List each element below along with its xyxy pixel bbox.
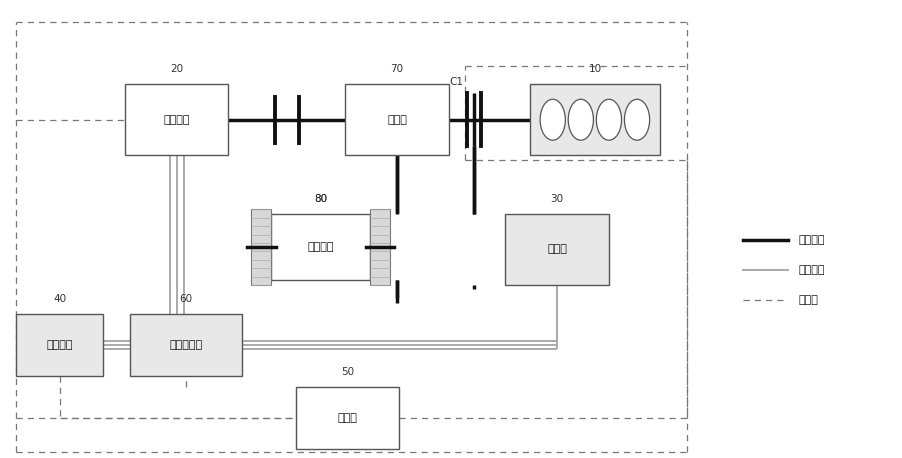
Text: 30: 30 bbox=[550, 194, 564, 204]
Ellipse shape bbox=[596, 99, 621, 140]
Text: 发电机: 发电机 bbox=[548, 245, 567, 255]
Bar bbox=[272, 214, 370, 280]
Text: 电气连接: 电气连接 bbox=[799, 265, 825, 275]
Text: 变速器: 变速器 bbox=[387, 115, 407, 125]
Text: 主减速器: 主减速器 bbox=[308, 242, 334, 252]
Bar bbox=[130, 314, 242, 376]
Text: 机械连接: 机械连接 bbox=[799, 235, 825, 245]
Text: 70: 70 bbox=[391, 65, 403, 75]
Text: 双电控模块: 双电控模块 bbox=[170, 340, 202, 350]
Bar bbox=[529, 84, 660, 155]
Bar bbox=[16, 314, 104, 376]
Text: 50: 50 bbox=[341, 367, 354, 377]
Text: 60: 60 bbox=[179, 294, 192, 304]
Ellipse shape bbox=[568, 99, 594, 140]
Text: 驱动电机: 驱动电机 bbox=[163, 115, 190, 125]
Bar bbox=[370, 209, 390, 285]
Bar bbox=[252, 209, 272, 285]
Text: C1: C1 bbox=[449, 76, 463, 87]
Text: 40: 40 bbox=[53, 294, 67, 304]
Text: 信号线: 信号线 bbox=[799, 294, 819, 305]
Text: 控制器: 控制器 bbox=[337, 413, 357, 423]
Ellipse shape bbox=[540, 99, 566, 140]
Text: 80: 80 bbox=[314, 194, 327, 204]
Bar bbox=[505, 214, 609, 285]
Text: 80: 80 bbox=[314, 194, 327, 204]
Text: 20: 20 bbox=[170, 65, 183, 75]
Bar bbox=[345, 84, 449, 155]
Ellipse shape bbox=[624, 99, 649, 140]
Bar bbox=[296, 387, 400, 449]
Text: 10: 10 bbox=[588, 65, 602, 75]
Bar bbox=[125, 84, 228, 155]
Text: 动力电池: 动力电池 bbox=[47, 340, 73, 350]
